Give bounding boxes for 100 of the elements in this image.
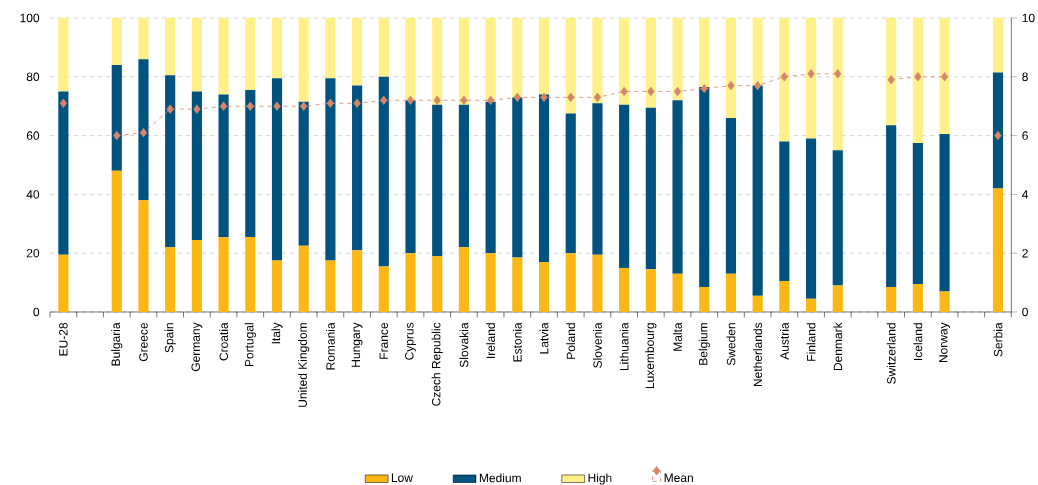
x-tick-label: Finland [806, 323, 816, 361]
x-tick-label: Spain [164, 323, 176, 353]
point [219, 101, 228, 111]
y-tick-label: 100 [20, 13, 40, 23]
y-tick-label: 20 [26, 248, 40, 258]
x-tick-label: Croatia [219, 322, 228, 361]
x-tick-label: Slovenia [593, 322, 602, 368]
x-tick-label: United Kingdom [298, 323, 310, 407]
bar [886, 125, 897, 287]
bar [405, 253, 416, 312]
bar [191, 18, 202, 92]
x-tick-label: Poland [566, 323, 576, 359]
point [113, 130, 121, 141]
bar [619, 104, 630, 268]
bar [725, 273, 737, 312]
x-tick-label: EU-28 [59, 322, 68, 356]
point [593, 92, 602, 103]
bar [725, 117, 737, 274]
bar [886, 18, 897, 126]
bar [779, 18, 790, 142]
bar [458, 104, 469, 248]
y-tick-label: 0 [33, 307, 40, 317]
bar [432, 18, 443, 105]
bar [992, 72, 1004, 189]
x-tick-label: Czech Republic [431, 322, 443, 406]
point [620, 86, 628, 97]
point [380, 95, 388, 105]
bar [538, 262, 550, 312]
bar [352, 18, 363, 86]
y-tick-label: 80 [26, 72, 40, 82]
bar [218, 18, 229, 95]
bar [645, 269, 656, 312]
x-tick-label: Lithuania [619, 322, 629, 371]
point [406, 95, 415, 105]
bar [779, 281, 790, 312]
point [700, 83, 708, 94]
bar [912, 142, 923, 285]
bar [832, 285, 843, 312]
point [193, 104, 201, 114]
x-tick-label: Bulgaria [111, 322, 123, 366]
bar [191, 91, 202, 240]
y2-tick-label: 2 [1022, 248, 1028, 258]
point [834, 69, 842, 79]
legend-label: Medium [479, 473, 521, 483]
bar [912, 18, 923, 143]
x-tick-label: Netherlands [753, 322, 763, 387]
bar [432, 104, 443, 257]
x-tick-label: Serbia [993, 322, 1003, 357]
bar [298, 101, 309, 246]
bar [378, 266, 389, 312]
bar [752, 295, 763, 312]
bar [939, 134, 950, 292]
y2-tick-label: 6 [1022, 131, 1028, 140]
point [487, 95, 495, 105]
bar [592, 18, 603, 104]
bar [165, 247, 176, 312]
y-tick-label: 40 [26, 190, 40, 199]
bar [378, 18, 389, 77]
bar [805, 138, 817, 299]
bar [325, 260, 336, 312]
legend-label: High [588, 473, 612, 485]
bar [325, 18, 336, 79]
bar [672, 18, 683, 101]
bar [699, 87, 710, 287]
bar [912, 284, 923, 312]
point [246, 101, 254, 111]
point [300, 101, 308, 111]
point [754, 80, 762, 91]
bar [191, 239, 202, 312]
bar [485, 101, 496, 254]
y-tick-label: 60 [26, 131, 40, 140]
bar [752, 18, 763, 86]
x-tick-label: Cyprus [405, 322, 416, 360]
bar [271, 78, 283, 261]
bar [405, 100, 416, 254]
bar [271, 18, 283, 79]
bar [538, 18, 550, 95]
bar [592, 103, 603, 255]
bar [832, 150, 843, 286]
bar [672, 100, 683, 274]
bar [271, 260, 283, 312]
bar [165, 18, 176, 76]
x-tick-label: Estonia [512, 322, 522, 362]
x-tick-label: Switzerland [886, 323, 896, 384]
bar [378, 76, 389, 267]
bar [245, 237, 256, 312]
x-tick-label: Portugal [244, 323, 256, 367]
point [647, 86, 655, 97]
x-tick-label: Luxembourg [645, 323, 657, 389]
bar [699, 287, 710, 312]
x-tick-label: Greece [139, 322, 148, 362]
point [433, 95, 441, 105]
bar [405, 18, 416, 101]
bar [619, 18, 630, 105]
point [727, 80, 735, 91]
point [914, 72, 922, 82]
bar [886, 287, 897, 312]
bar [512, 257, 523, 312]
point [353, 98, 361, 108]
bar [111, 170, 122, 312]
